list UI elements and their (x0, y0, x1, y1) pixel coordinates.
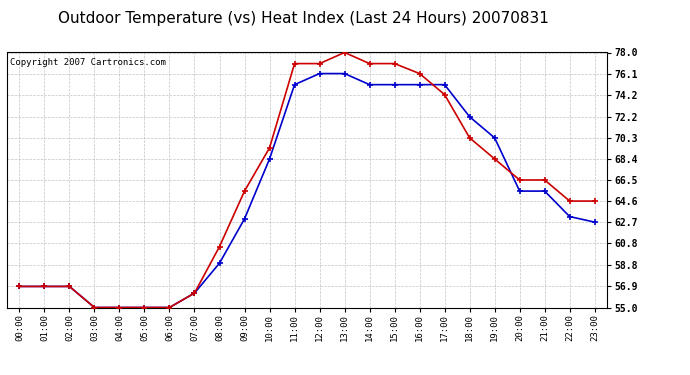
Text: Copyright 2007 Cartronics.com: Copyright 2007 Cartronics.com (10, 58, 166, 67)
Text: Outdoor Temperature (vs) Heat Index (Last 24 Hours) 20070831: Outdoor Temperature (vs) Heat Index (Las… (58, 11, 549, 26)
